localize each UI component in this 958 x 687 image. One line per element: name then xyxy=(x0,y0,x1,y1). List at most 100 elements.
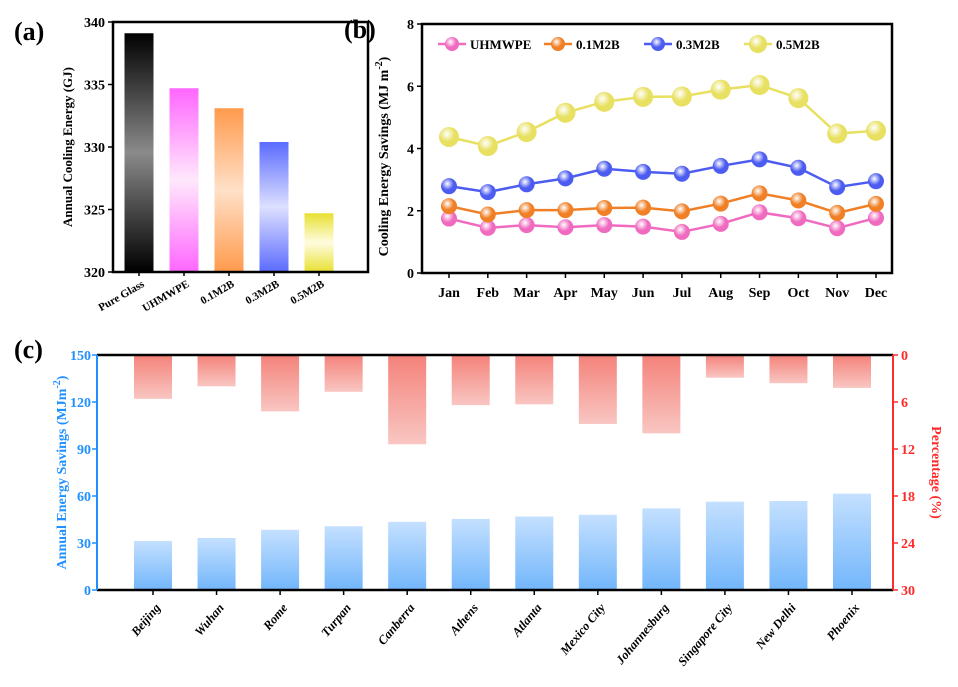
y-tick-label: 330 xyxy=(84,141,105,156)
y-tick-label: 320 xyxy=(84,266,105,281)
y-tick-label: 325 xyxy=(84,204,105,219)
percentage-bar xyxy=(388,355,427,445)
data-point xyxy=(441,210,457,227)
energy-bar xyxy=(324,526,363,590)
y-axis-label-text: Cooling Energy Savings (MJ m xyxy=(377,69,392,256)
energy-bar xyxy=(769,501,808,590)
data-point xyxy=(518,176,535,193)
energy-bar xyxy=(515,516,554,590)
bar-0.3m2b xyxy=(259,142,289,272)
x-tick-label: Nov xyxy=(825,286,849,301)
data-point xyxy=(557,202,574,219)
x-tick-label: Dec xyxy=(865,286,888,301)
x-tick-label: Athens xyxy=(446,601,481,639)
data-point xyxy=(518,217,535,234)
bar-0.1m2b xyxy=(214,108,244,272)
data-point xyxy=(712,195,729,212)
x-tick-label: Jun xyxy=(632,286,655,301)
y-tick-label: 60 xyxy=(77,490,91,505)
y-tick-label: 4 xyxy=(407,143,414,158)
bar-pure-glass xyxy=(124,33,154,272)
x-tick-label: Atlanta xyxy=(509,601,545,640)
energy-bar xyxy=(642,508,681,590)
panel-label: (a) xyxy=(14,17,44,46)
legend-label: 0.3M2B xyxy=(676,37,720,52)
data-point xyxy=(479,184,496,201)
y-axis-label-text: Annual Energy Savings (MJm xyxy=(55,388,70,569)
x-tick-label: Oct xyxy=(787,286,809,301)
data-point xyxy=(594,91,615,112)
data-point xyxy=(596,160,613,177)
y-tick-label: 0 xyxy=(84,584,91,599)
data-point xyxy=(868,195,884,212)
percentage-bar xyxy=(197,355,236,387)
y-tick-label: 6 xyxy=(407,80,414,95)
data-point xyxy=(868,173,884,190)
data-point xyxy=(673,203,690,220)
percentage-bar xyxy=(705,355,744,378)
x-tick-label: UHMWPE xyxy=(141,278,192,314)
y-tick-label: 335 xyxy=(84,79,105,94)
legend-marker xyxy=(445,37,459,51)
data-point xyxy=(829,179,846,196)
x-tick-label: Sep xyxy=(749,286,771,301)
y-axis-label-sup: -2 xyxy=(52,380,63,388)
data-point xyxy=(635,218,652,235)
y-tick-label: 150 xyxy=(70,349,91,364)
data-point xyxy=(441,178,457,195)
percentage-bar xyxy=(769,355,808,384)
y-axis-label: Annual Energy Savings (MJm-2) xyxy=(52,375,70,569)
legend-label: 0.1M2B xyxy=(576,37,620,52)
legend-label: UHMWPE xyxy=(470,37,531,52)
y-tick-label: 340 xyxy=(84,16,105,31)
energy-bar xyxy=(388,521,427,590)
data-point xyxy=(788,88,809,109)
data-point xyxy=(673,165,690,182)
x-tick-label: May xyxy=(591,286,618,301)
y-tick-label: 30 xyxy=(77,537,91,552)
data-point xyxy=(596,199,613,216)
data-point xyxy=(635,163,652,180)
x-tick-label: Aug xyxy=(708,286,733,301)
y-tick-label: 2 xyxy=(407,205,414,220)
bar-0.5m2b xyxy=(304,213,334,272)
data-point xyxy=(829,220,846,237)
y-axis-label-sup: -2 xyxy=(374,61,385,69)
x-tick-label: Phoenix xyxy=(824,601,862,643)
data-point xyxy=(790,210,807,227)
legend-marker xyxy=(651,37,665,51)
bar-uhmwpe xyxy=(169,88,199,272)
x-tick-label: 0.3M2B xyxy=(243,278,282,307)
energy-bar xyxy=(197,537,236,590)
series-0.3m2b xyxy=(441,151,884,201)
data-point xyxy=(633,86,654,107)
energy-bar xyxy=(261,529,300,590)
y2-tick-label: 24 xyxy=(901,537,915,552)
data-point xyxy=(671,86,692,107)
x-tick-label: New Delhi xyxy=(752,601,799,653)
legend-label: 0.5M2B xyxy=(776,37,820,52)
y-axis-label: Cooling Energy Savings (MJ m-2) xyxy=(374,56,392,256)
percentage-bar xyxy=(578,355,617,424)
x-tick-label: 0.5M2B xyxy=(288,278,327,307)
data-point xyxy=(441,198,457,215)
data-point xyxy=(555,102,576,123)
y-tick-label: 120 xyxy=(70,396,91,411)
data-point xyxy=(479,206,496,223)
data-point xyxy=(749,75,770,96)
x-tick-label: Jul xyxy=(673,286,692,301)
series-0.5m2b xyxy=(439,75,886,157)
y-axis-label-close: ) xyxy=(377,56,392,61)
data-point xyxy=(518,202,535,219)
y-axis-label-close: ) xyxy=(55,375,70,380)
percentage-bar xyxy=(324,355,363,392)
x-tick-label: 0.1M2B xyxy=(198,278,237,307)
data-point xyxy=(516,122,537,143)
y2-axis-label: Percentage (%) xyxy=(928,426,943,519)
data-point xyxy=(751,204,768,221)
percentage-bar xyxy=(642,355,681,434)
energy-bar xyxy=(451,518,490,590)
x-tick-label: Singapore City xyxy=(675,601,735,669)
